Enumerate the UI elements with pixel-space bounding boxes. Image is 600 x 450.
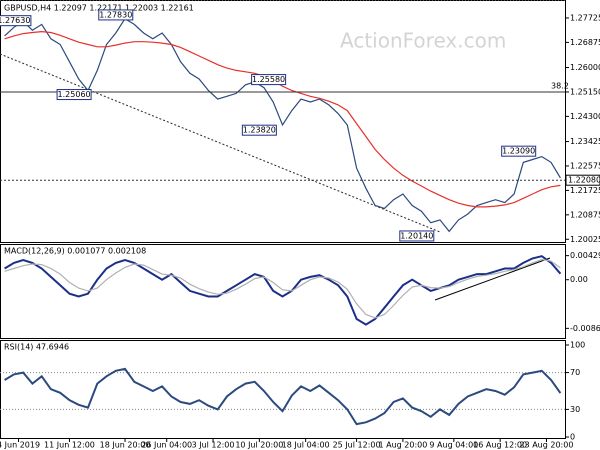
x-tick-label: 9 Aug 04:00 [429,441,478,450]
annotation-label: 1.23090 [502,147,535,156]
y-tick-label: 70 [570,368,580,377]
series-line [4,367,562,426]
y-tick-label: 0.004293 [570,251,600,260]
x-tick-label: 3 Jul 12:00 [192,441,235,450]
y-tick-label: 1.20025 [570,235,600,244]
annotation-box [501,145,537,157]
x-tick-label: 16 Aug 12:00 [473,441,527,450]
y-tick-label: 1.20875 [570,210,600,219]
x-tick-label: 25 Jul 12:00 [333,441,381,450]
y-tick-label: 100 [570,341,585,350]
annotation-box [399,230,435,242]
series-line [4,30,561,208]
y-tick-label: 1.23425 [570,137,600,146]
x-tick-label: 18 Jul 04:00 [282,441,330,450]
annotation-box [56,89,92,101]
annotation-box [98,9,134,21]
macd-trend-line [434,257,551,301]
price-tag [565,174,600,186]
x-tick-label: 4 Jun 2019 [0,441,40,450]
series-line [4,255,562,326]
y-tick-label: 1.26000 [570,63,600,72]
macd-title: MACD(12,26,9) 0.001077 0.002108 [4,247,146,256]
y-tick-label: 1.25150 [570,87,600,96]
annotation-box [0,15,32,27]
annotation-label: 1.23820 [243,126,276,135]
annotation-label: 1.27630 [0,16,30,25]
series-line [4,258,561,319]
x-tick-label: 18 Jun 20:00 [100,441,151,450]
y-tick-label: -0.00867 [570,324,600,333]
y-tick-label: 30 [570,405,580,414]
x-tick-label: 26 Jun 04:00 [141,441,192,450]
x-tick-label: 1 Aug 20:00 [378,441,427,450]
chart-title: GBPUSD,H4 1.22097 1.22171 1.22003 1.2216… [4,4,194,13]
trend-line [0,53,441,233]
annotation-label: 1.20140 [400,231,433,240]
annotation-label: 1.25580 [252,75,285,84]
y-tick-label: 1.21725 [570,186,600,195]
annotation-box [251,74,287,86]
y-tick-label: 0 [570,433,575,442]
y-tick-label: 1.22575 [570,161,600,170]
level-label: 38.2 [551,81,569,90]
y-tick-label: 1.27725 [570,13,600,22]
price-tag-label: 1.22080 [568,176,600,185]
y-tick-label: 0.00 [570,275,588,284]
rsi-panel [0,340,566,439]
x-tick-label: 11 Jun 12:00 [44,441,95,450]
annotation-label: 1.25060 [58,90,91,99]
annotation-label: 1.27830 [99,10,132,19]
series-line [4,17,561,233]
rsi-title: RSI(14) 47.6946 [4,343,69,352]
x-tick-label: 23 Aug 20:00 [519,441,573,450]
annotation-box [241,124,277,136]
x-tick-label: 10 Jul 20:00 [235,441,283,450]
y-tick-label: 1.26875 [570,38,600,47]
watermark: ActionForex.com [340,29,506,53]
macd-panel [0,244,566,339]
y-tick-label: 1.24300 [570,112,600,121]
